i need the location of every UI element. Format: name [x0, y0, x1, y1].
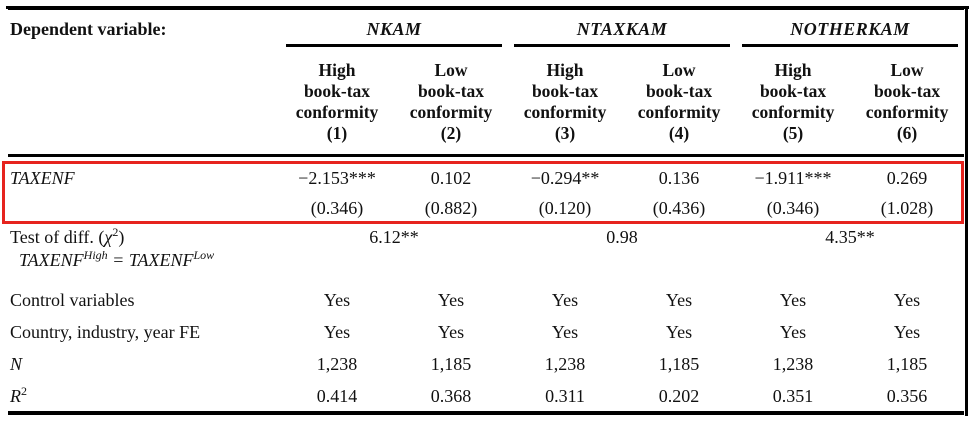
fixed-effects-1: Yes	[323, 322, 351, 342]
test-label-suffix: )	[118, 227, 125, 247]
taxenf-coefficient-3: −0.294**	[530, 168, 600, 188]
r-squared-5: 0.351	[772, 386, 814, 406]
taxenf-coefficient-5: −1.911***	[754, 168, 832, 188]
chi2-value-notherkam: 4.35**	[825, 227, 875, 247]
fixed-effects-2: Yes	[437, 322, 465, 342]
taxenf-se-row-label	[8, 189, 280, 219]
observations-label: N	[10, 354, 23, 374]
equation-var1: TAXENF	[19, 250, 84, 270]
taxenf-coefficient-6: 0.269	[886, 168, 928, 188]
taxenf-se-1: (0.346)	[310, 198, 364, 218]
group-header-ntaxkam: NTAXKAM	[508, 8, 736, 53]
r-squared-2: 0.368	[430, 386, 472, 406]
fixed-effects-5: Yes	[779, 322, 807, 342]
observations-6: 1,185	[886, 354, 928, 374]
control-variables-1: Yes	[323, 290, 351, 310]
equation-equals: =	[107, 250, 129, 270]
observations-4: 1,185	[658, 354, 700, 374]
control-variables-3: Yes	[551, 290, 579, 310]
taxenf-coefficient-1: −2.153***	[298, 168, 376, 188]
taxenf-se-5: (0.346)	[766, 198, 820, 218]
column-header-1: High book-tax conformity (1)	[280, 53, 394, 157]
taxenf-se-3: (0.120)	[538, 198, 592, 218]
column-header-3: High book-tax conformity (3)	[508, 53, 623, 157]
observations-2: 1,185	[430, 354, 472, 374]
test-of-difference-label: Test of diff. (χ2) TAXENFHigh = TAXENFLo…	[8, 219, 280, 281]
chi-superscript: 2	[112, 225, 119, 239]
control-variables-6: Yes	[893, 290, 921, 310]
test-label-prefix: Test of diff. (	[10, 227, 105, 247]
r-squared-1: 0.414	[316, 386, 358, 406]
column-header-6: Low book-tax conformity (6)	[850, 53, 965, 157]
group-label-ntaxkam: NTAXKAM	[514, 19, 731, 47]
fixed-effects-3: Yes	[551, 322, 579, 342]
equation-var2: TAXENF	[128, 250, 194, 270]
test-equation-line: TAXENFHigh = TAXENFLow	[10, 248, 280, 271]
regression-results-table: Dependent variable: NKAM NTAXKAM NOTHERK…	[8, 6, 965, 415]
equation-sup2: Low	[193, 248, 215, 262]
column-header-2: Low book-tax conformity (2)	[394, 53, 509, 157]
dependent-variable-group-row: Dependent variable: NKAM NTAXKAM NOTHERK…	[8, 8, 964, 53]
fixed-effects-6: Yes	[893, 322, 921, 342]
column-header-row: High book-tax conformity (1) Low book-ta…	[8, 53, 965, 157]
group-label-notherkam: NOTHERKAM	[742, 19, 959, 47]
observations-row: N 1,238 1,185 1,238 1,185 1,238 1,185	[8, 345, 964, 377]
group-header-notherkam: NOTHERKAM	[736, 8, 964, 53]
r-squared-4: 0.202	[658, 386, 700, 406]
page-frame-right-rule	[965, 6, 968, 416]
taxenf-standard-error-row: (0.346) (0.882) (0.120) (0.436) (0.346) …	[8, 189, 964, 219]
test-of-difference-row: Test of diff. (χ2) TAXENFHigh = TAXENFLo…	[8, 219, 964, 281]
observations-3: 1,238	[544, 354, 586, 374]
fixed-effects-row: Country, industry, year FE Yes Yes Yes Y…	[8, 313, 964, 345]
taxenf-coefficient-row: TAXENF −2.153*** 0.102 −0.294** 0.136 −1…	[8, 156, 964, 190]
r-squared-label: R2	[8, 377, 280, 413]
observations-1: 1,238	[316, 354, 358, 374]
control-variables-row: Control variables Yes Yes Yes Yes Yes Ye…	[8, 281, 964, 313]
paper-table-page: { "accent_colors": { "highlight_box": "#…	[0, 6, 969, 421]
r-squared-6: 0.356	[886, 386, 928, 406]
taxenf-se-6: (1.028)	[880, 198, 934, 218]
column-header-4: Low book-tax conformity (4)	[622, 53, 737, 157]
group-header-nkam: NKAM	[280, 8, 508, 53]
observations-5: 1,238	[772, 354, 814, 374]
taxenf-row-label: TAXENF	[10, 168, 75, 188]
column-header-empty	[8, 53, 280, 157]
chi2-value-ntaxkam: 0.98	[606, 227, 638, 247]
control-variables-5: Yes	[779, 290, 807, 310]
equation-sup1: High	[83, 248, 108, 262]
r-squared-3: 0.311	[545, 386, 585, 406]
page-frame-top-rule	[6, 6, 969, 9]
taxenf-coefficient-2: 0.102	[430, 168, 472, 188]
r-squared-base: R	[10, 386, 21, 406]
taxenf-se-4: (0.436)	[652, 198, 706, 218]
fixed-effects-label: Country, industry, year FE	[10, 322, 201, 342]
fixed-effects-4: Yes	[665, 322, 693, 342]
dependent-variable-label: Dependent variable:	[10, 19, 167, 39]
column-header-5: High book-tax conformity (5)	[736, 53, 851, 157]
chi-symbol: χ	[104, 227, 113, 247]
control-variables-4: Yes	[665, 290, 693, 310]
control-variables-2: Yes	[437, 290, 465, 310]
taxenf-se-2: (0.882)	[424, 198, 478, 218]
r-squared-row: R2 0.414 0.368 0.311 0.202 0.351 0.356	[8, 377, 964, 413]
chi2-value-nkam: 6.12**	[369, 227, 419, 247]
control-variables-label: Control variables	[10, 290, 135, 310]
r-squared-superscript: 2	[21, 384, 27, 398]
taxenf-coefficient-4: 0.136	[658, 168, 700, 188]
group-label-nkam: NKAM	[286, 19, 503, 47]
